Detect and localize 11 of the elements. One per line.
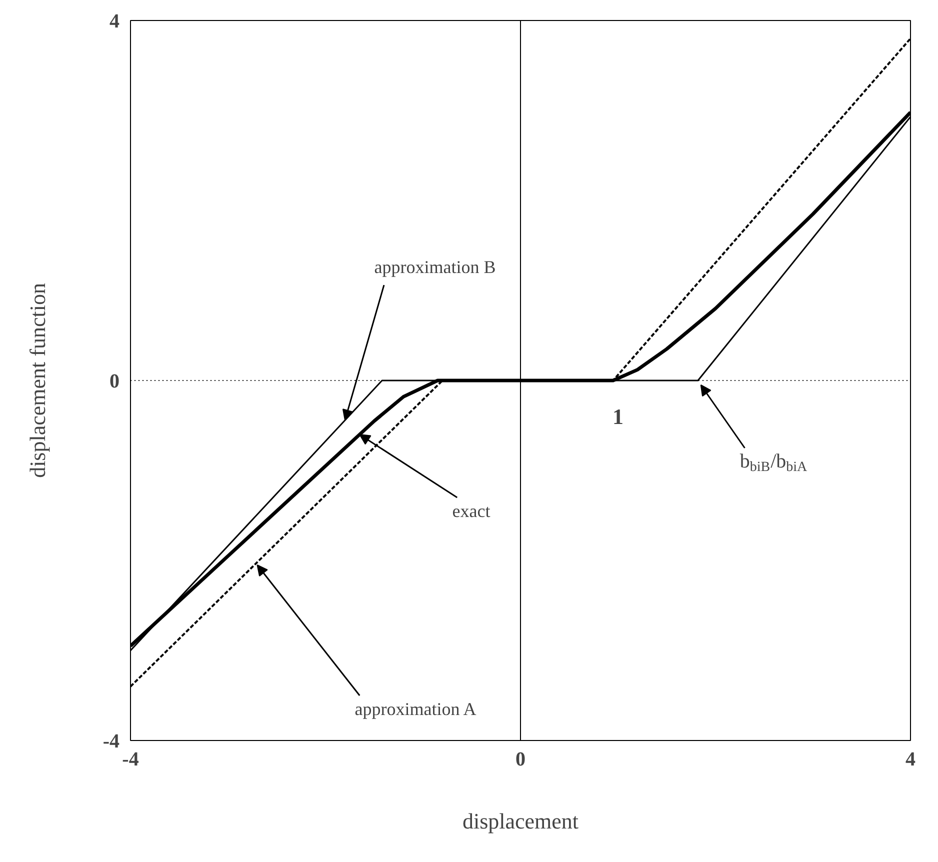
x-tick-label: 0 <box>516 748 526 770</box>
annotation: approximation A <box>354 699 476 719</box>
y-tick-label: 4 <box>110 10 120 32</box>
y-tick-label: 0 <box>110 370 120 392</box>
annotation: approximation B <box>374 257 496 278</box>
annotation: exact <box>452 501 490 521</box>
x-axis-title: displacement <box>462 808 579 834</box>
y-axis-title: displacement function <box>24 283 50 478</box>
y-tick-label: -4 <box>102 730 120 752</box>
x-tick-label: 4 <box>906 748 916 770</box>
annotation: 1 <box>612 404 624 429</box>
